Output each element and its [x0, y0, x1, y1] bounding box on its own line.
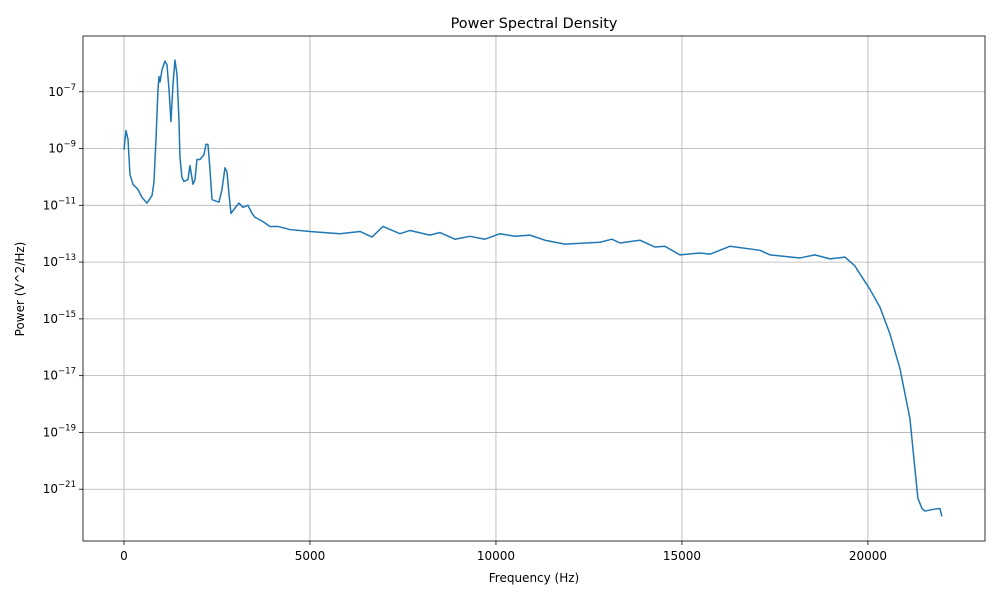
- x-tick-label: 15000: [663, 549, 701, 563]
- x-tick-label: 10000: [477, 549, 515, 563]
- chart-title: Power Spectral Density: [451, 16, 618, 32]
- tick-base: 10: [43, 255, 58, 269]
- tick-base: 10: [43, 369, 58, 383]
- y-tick-label: 10−7: [48, 83, 76, 99]
- tick-exponent: −15: [58, 310, 76, 320]
- tick-exponent: −19: [58, 423, 76, 433]
- y-tick-label: 10−17: [43, 367, 76, 383]
- y-axis-label: Power (V^2/Hz): [13, 242, 27, 337]
- y-tick-label: 10−9: [48, 140, 76, 156]
- y-tick-label: 10−11: [43, 196, 76, 212]
- y-tick-label: 10−19: [43, 423, 76, 439]
- x-tick-label: 5000: [295, 549, 326, 563]
- grid: [83, 36, 985, 541]
- tick-base: 10: [43, 482, 58, 496]
- tick-base: 10: [43, 198, 58, 212]
- tick-exponent: −13: [58, 253, 76, 263]
- tick-exponent: −7: [63, 83, 76, 93]
- tick-base: 10: [48, 85, 63, 99]
- y-tick-label: 10−15: [43, 310, 76, 326]
- tick-base: 10: [43, 425, 58, 439]
- y-tick-label: 10−13: [43, 253, 76, 269]
- tick-exponent: −17: [58, 367, 76, 377]
- tick-exponent: −21: [58, 480, 76, 490]
- tick-exponent: −11: [58, 196, 76, 206]
- x-axis-label: Frequency (Hz): [489, 571, 580, 585]
- y-tick-label: 10−21: [43, 480, 76, 496]
- x-tick-label: 20000: [849, 549, 887, 563]
- axes-frame: [82, 35, 986, 542]
- line: [123, 59, 943, 517]
- tick-base: 10: [43, 312, 58, 326]
- tick-exponent: −9: [63, 140, 76, 150]
- x-tick-label: 0: [120, 549, 128, 563]
- tick-base: 10: [48, 142, 63, 156]
